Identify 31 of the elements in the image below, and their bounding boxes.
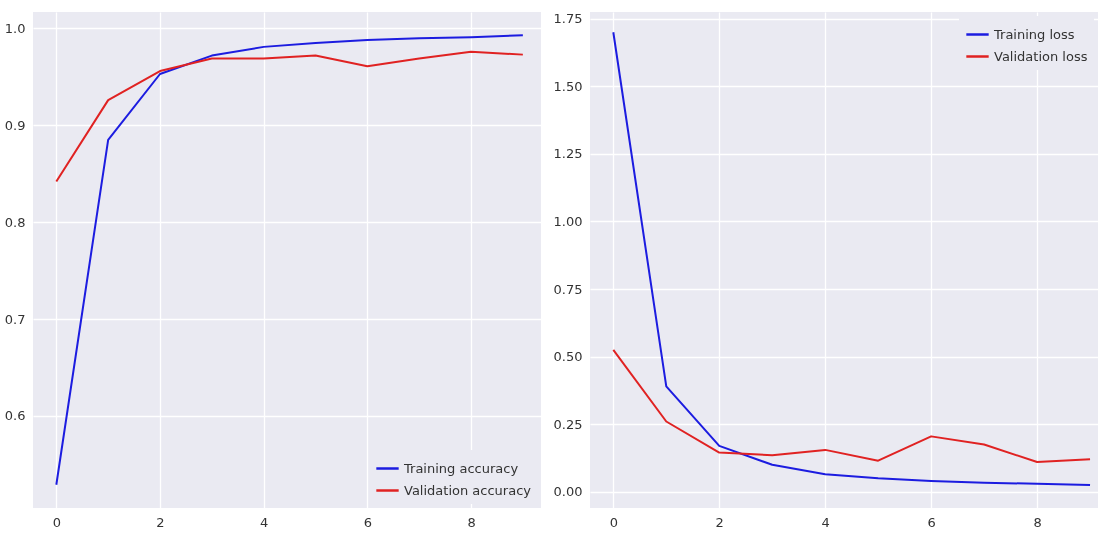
y-tick-label: 0.6: [4, 408, 26, 424]
legend-label: Validation accuracy: [404, 482, 532, 498]
legend-label: Training accuracy: [403, 460, 519, 476]
line-series: [55, 50, 524, 183]
line-series: [55, 34, 524, 486]
x-tick-label: 6: [927, 514, 936, 530]
line-series: [612, 348, 1092, 464]
y-tick-label: 0.8: [4, 214, 26, 230]
line-series: [612, 31, 1092, 487]
y-tick-label: 1.75: [553, 11, 583, 27]
x-tick-label: 6: [363, 514, 372, 530]
legend-label: Validation loss: [994, 48, 1088, 64]
y-tick-label: 1.50: [553, 78, 583, 94]
legend-label: Training loss: [993, 26, 1075, 42]
x-tick-label: 8: [1033, 514, 1042, 530]
x-tick-label: 2: [156, 514, 165, 530]
y-tick-label: 0.00: [553, 484, 583, 500]
y-tick-label: 0.7: [4, 311, 26, 327]
x-tick-label: 4: [821, 514, 830, 530]
x-tick-label: 4: [260, 514, 269, 530]
y-tick-label: 1.25: [553, 146, 583, 162]
y-tick-label: 1.00: [553, 213, 583, 229]
x-tick-label: 0: [609, 514, 618, 530]
y-tick-label: 1.0: [4, 20, 26, 36]
y-tick-label: 0.75: [553, 281, 583, 297]
y-tick-label: 0.25: [553, 416, 583, 432]
y-tick-label: 0.9: [4, 117, 26, 133]
x-tick-label: 8: [467, 514, 476, 530]
x-tick-label: 0: [52, 514, 61, 530]
y-tick-label: 0.50: [553, 349, 583, 365]
x-tick-label: 2: [715, 514, 724, 530]
